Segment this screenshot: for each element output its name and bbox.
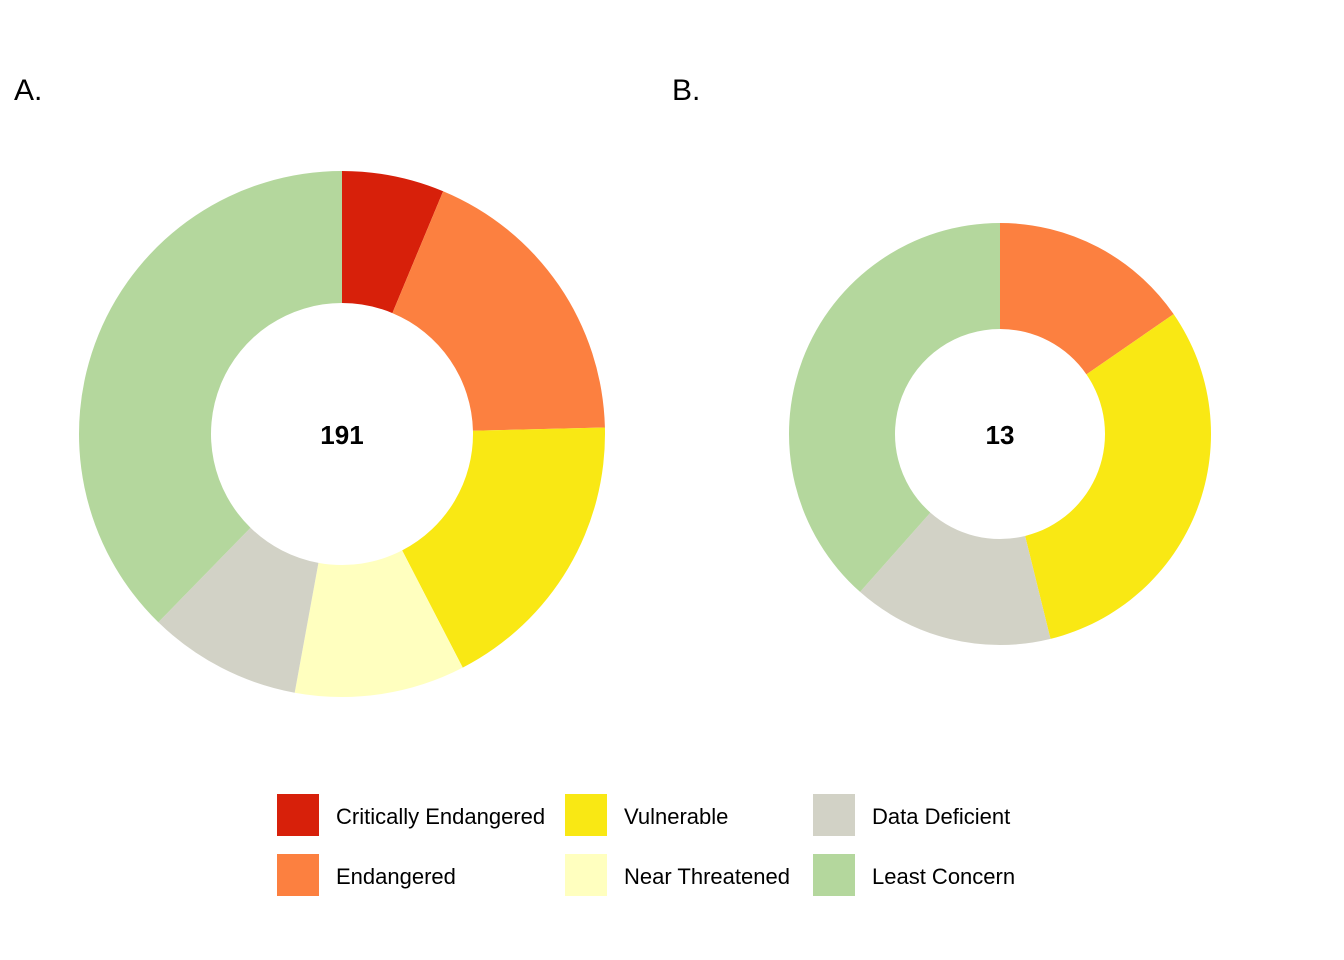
donut-a-slice-near-threatened — [294, 550, 463, 698]
legend-label: Near Threatened — [624, 864, 790, 889]
donut-a-slice-endangered — [392, 191, 605, 431]
legend-label: Data Deficient — [872, 804, 1010, 829]
center-label-a: 191 — [320, 420, 363, 450]
legend-label: Least Concern — [872, 864, 1015, 889]
legend-swatch — [277, 854, 319, 896]
legend-swatch — [813, 794, 855, 836]
donut-b-slice-endangered — [1000, 223, 1174, 375]
legend-swatch — [565, 854, 607, 896]
donut-b-slice-vulnerable — [1025, 314, 1211, 639]
legend-label: Vulnerable — [624, 804, 728, 829]
donut-b-slice-least-concern — [788, 223, 1000, 592]
donut-a-slice-least-concern — [78, 171, 342, 623]
legend-swatch — [565, 794, 607, 836]
donut-a-slice-vulnerable — [402, 427, 605, 668]
panel-label-b: B. — [672, 74, 700, 107]
center-label-b: 13 — [986, 420, 1015, 450]
legend-label: Critically Endangered — [336, 804, 545, 829]
panel-label-a: A. — [14, 74, 42, 107]
donut-a-slice-data-deficient — [158, 527, 319, 693]
donut-a-slice-critically-endangered — [342, 171, 444, 314]
donut-b-slice-data-deficient — [860, 512, 1051, 645]
donut-chart-b — [788, 223, 1211, 645]
donut-chart-a — [78, 171, 605, 698]
legend-label: Endangered — [336, 864, 456, 889]
legend-swatch — [813, 854, 855, 896]
legend: Critically Endangered Endangered Vulnerabl… — [277, 794, 1015, 896]
legend-swatch — [277, 794, 319, 836]
